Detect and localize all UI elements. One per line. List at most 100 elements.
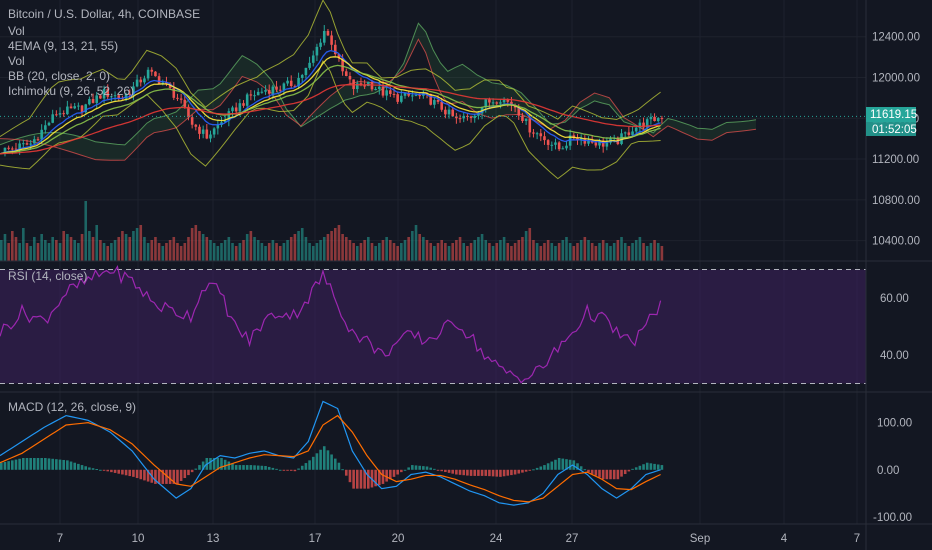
candle-body[interactable] [631, 131, 634, 135]
candle-body[interactable] [363, 85, 366, 87]
candle-body[interactable] [201, 129, 205, 134]
candle-body[interactable] [14, 148, 18, 150]
candle-body[interactable] [245, 94, 249, 106]
candle-body[interactable] [561, 148, 565, 150]
candle-body[interactable] [91, 98, 95, 103]
candle-body[interactable] [337, 54, 341, 59]
candle-body[interactable] [234, 107, 238, 112]
candle-body[interactable] [36, 139, 40, 141]
candle-body[interactable] [157, 76, 161, 84]
candle-body[interactable] [524, 118, 528, 122]
rsi-pane[interactable] [0, 264, 866, 384]
candle-body[interactable] [605, 142, 609, 147]
candle-body[interactable] [477, 113, 480, 116]
candle-body[interactable] [29, 143, 32, 145]
candle-body[interactable] [598, 140, 601, 146]
candle-body[interactable] [601, 140, 605, 147]
candle-body[interactable] [88, 98, 91, 105]
candle-body[interactable] [187, 106, 190, 118]
indicator-label-vol[interactable]: Vol [8, 24, 25, 38]
candle-body[interactable] [444, 109, 447, 115]
candle-body[interactable] [565, 145, 568, 149]
candle-body[interactable] [286, 80, 289, 84]
candle-body[interactable] [102, 88, 106, 99]
candle-body[interactable] [172, 88, 176, 98]
candle-body[interactable] [381, 86, 385, 96]
candle-body[interactable] [165, 82, 168, 84]
candle-body[interactable] [532, 132, 535, 134]
candle-body[interactable] [223, 120, 227, 123]
candle-body[interactable] [322, 30, 326, 43]
candle-body[interactable] [418, 95, 421, 97]
candle-body[interactable] [212, 128, 216, 135]
candle-body[interactable] [238, 103, 242, 112]
candle-body[interactable] [510, 101, 513, 106]
candle-body[interactable] [47, 122, 51, 126]
candle-body[interactable] [517, 107, 521, 116]
candle-body[interactable] [634, 127, 638, 132]
candle-body[interactable] [469, 116, 473, 119]
candle-body[interactable] [447, 109, 451, 115]
candle-body[interactable] [132, 86, 135, 95]
candle-body[interactable] [128, 93, 132, 95]
candle-body[interactable] [429, 94, 432, 105]
candle-body[interactable] [231, 107, 234, 112]
candle-body[interactable] [44, 125, 47, 130]
candle-body[interactable] [521, 115, 524, 122]
candle-body[interactable] [649, 116, 653, 120]
candle-body[interactable] [396, 94, 399, 102]
candle-body[interactable] [451, 109, 455, 117]
candle-body[interactable] [502, 99, 506, 103]
candle-body[interactable] [293, 85, 297, 87]
candle-body[interactable] [411, 95, 414, 97]
candle-body[interactable] [249, 94, 253, 96]
candle-body[interactable] [73, 106, 76, 109]
candle-body[interactable] [278, 89, 282, 91]
candle-body[interactable] [190, 117, 194, 125]
candle-body[interactable] [403, 92, 407, 96]
candle-body[interactable] [653, 116, 656, 122]
candle-body[interactable] [11, 148, 14, 150]
macd-pane-label[interactable]: MACD (12, 26, close, 9) [8, 400, 136, 414]
candle-body[interactable] [135, 79, 139, 87]
candle-body[interactable] [209, 134, 212, 139]
candle-body[interactable] [253, 95, 256, 97]
candle-body[interactable] [400, 95, 403, 102]
candle-body[interactable] [528, 118, 532, 133]
candle-body[interactable] [124, 93, 128, 99]
candle-body[interactable] [18, 143, 21, 150]
candle-body[interactable] [176, 97, 179, 99]
candle-body[interactable] [308, 62, 311, 68]
candle-body[interactable] [367, 81, 370, 86]
candlesticks[interactable] [3, 25, 664, 157]
indicator-label-ema[interactable]: 4EMA (9, 13, 21, 55) [8, 39, 118, 53]
candle-body[interactable] [113, 95, 117, 97]
candle-body[interactable] [179, 98, 183, 100]
candle-body[interactable] [374, 89, 377, 91]
candle-body[interactable] [256, 91, 260, 96]
candle-body[interactable] [154, 71, 157, 77]
candle-body[interactable] [488, 99, 491, 103]
candle-body[interactable] [289, 80, 293, 86]
candle-body[interactable] [99, 95, 102, 99]
indicator-label-bb[interactable]: BB (20, close, 2, 0) [8, 69, 110, 83]
candle-body[interactable] [572, 135, 576, 139]
candle-body[interactable] [146, 69, 150, 79]
candle-body[interactable] [315, 46, 319, 56]
candle-body[interactable] [543, 136, 546, 141]
candle-body[interactable] [355, 83, 359, 89]
rsi-pane-label[interactable]: RSI (14, close) [8, 269, 87, 283]
candle-body[interactable] [385, 90, 388, 96]
candle-body[interactable] [473, 115, 477, 119]
candle-body[interactable] [183, 99, 187, 107]
candle-body[interactable] [392, 93, 396, 95]
candle-body[interactable] [260, 91, 264, 93]
candle-body[interactable] [414, 95, 418, 97]
candle-body[interactable] [58, 113, 62, 115]
candle-body[interactable] [642, 122, 645, 128]
candle-body[interactable] [546, 140, 550, 145]
macd-pane[interactable] [0, 400, 664, 506]
candle-body[interactable] [333, 44, 337, 55]
candle-body[interactable] [25, 143, 29, 145]
